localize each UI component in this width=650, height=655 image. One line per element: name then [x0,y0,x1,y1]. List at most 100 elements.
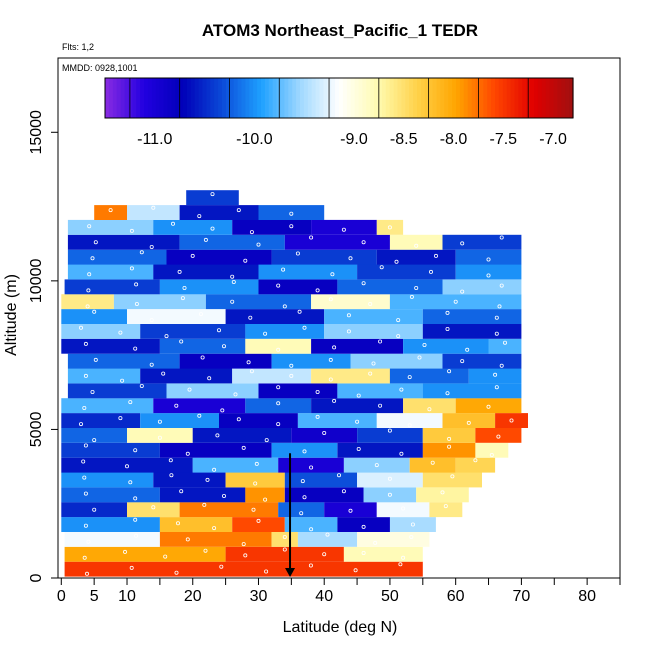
sample-marker [328,357,333,362]
sample-marker [489,452,494,457]
colorbar-swatch [132,78,137,118]
sample-marker [447,436,452,441]
colorbar-swatch [276,78,282,118]
x-axis-label: Latitude (deg N) [283,619,398,636]
sample-marker [356,446,361,451]
colorbar-swatch [222,78,227,118]
sample-marker [82,555,87,560]
colorbar-swatch [147,78,153,118]
sample-marker [422,342,427,347]
sample-marker [410,522,415,527]
sample-marker [473,458,478,463]
heatmap-cell [468,368,522,384]
heatmap-cell [225,309,325,324]
sample-marker [85,571,90,576]
heatmap-cell [61,427,127,443]
heatmap-cell [311,219,377,235]
sample-marker [90,256,95,261]
x-tick-label: 0 [57,588,66,605]
sample-marker [231,279,236,284]
sample-marker [341,489,346,494]
colorbar-swatch [311,78,317,118]
heatmap-cell [271,531,298,547]
sample-marker [315,389,320,394]
sample-marker [175,521,180,526]
sample-marker [445,391,450,396]
sample-marker [151,205,156,210]
heatmap-cell [61,442,160,458]
colorbar-swatch [420,78,426,118]
sample-marker [168,458,173,463]
heatmap-cell [127,205,180,220]
sample-marker [494,331,499,336]
heatmap-cell [61,487,160,503]
sample-marker [87,224,92,229]
colorbar-swatch [483,78,488,118]
sample-marker [133,448,138,453]
sample-marker [133,346,138,351]
sample-marker [108,208,113,213]
x-tick-label: 5 [90,588,99,605]
heatmap-cell [422,323,522,339]
sample-marker [93,357,98,362]
heatmap-cell [271,249,377,265]
colorbar-swatch [452,78,457,118]
sample-marker [453,299,458,304]
colorbar-tick-label: -9.0 [340,131,368,148]
heatmap-cell [284,234,390,250]
sample-marker [355,419,360,424]
heatmap-cell [179,205,259,220]
colorbar-swatch [159,78,165,118]
sample-marker [83,491,88,496]
colorbar-swatch [510,78,516,118]
heatmap-cell [291,427,357,443]
sample-marker [440,490,445,495]
heatmap-cell [376,219,404,235]
sample-marker [248,315,253,320]
sample-marker [163,554,168,559]
sample-marker [92,507,97,512]
sample-marker [212,467,217,472]
colorbar-swatch [561,78,566,118]
sample-marker [139,383,144,388]
plot-frame [57,57,621,579]
colorbar-swatch [268,78,274,118]
sample-marker [465,347,470,352]
colorbar-swatch [534,78,539,118]
heatmap-cell [284,517,338,532]
sample-marker [118,330,123,335]
heatmap-cell [64,531,160,547]
heatmap-cell [179,502,279,518]
sample-marker [409,535,414,540]
colorbar-swatch [378,78,383,118]
sample-marker [197,413,202,418]
colorbar-swatch [319,78,324,118]
colorbar-swatch [487,78,492,118]
heatmap-cell [409,457,456,473]
heatmap-cell [389,234,443,250]
colorbar-swatch [518,78,523,118]
sample-marker [368,371,373,376]
sample-marker [348,256,353,261]
sample-marker [396,334,401,339]
colorbar-swatch [108,78,114,118]
sample-marker [417,355,422,360]
heatmap-cell [205,294,312,310]
sample-marker [203,237,208,242]
colorbar-swatch [393,78,399,118]
sample-marker [281,267,286,272]
colorbar-swatch [545,78,551,118]
sample-marker [445,326,450,331]
date-annotation: MMDD: 0928,1001 [62,63,138,73]
sample-marker [93,240,98,245]
heatmap-cell [61,517,160,532]
heatmap-cell [232,219,312,235]
sample-marker [401,555,406,560]
heatmap-cell [376,502,430,518]
sample-marker [230,274,235,279]
sample-marker [236,208,241,213]
sample-marker [90,389,95,394]
heatmap-cell [159,279,259,295]
colorbar-swatch [502,78,508,118]
